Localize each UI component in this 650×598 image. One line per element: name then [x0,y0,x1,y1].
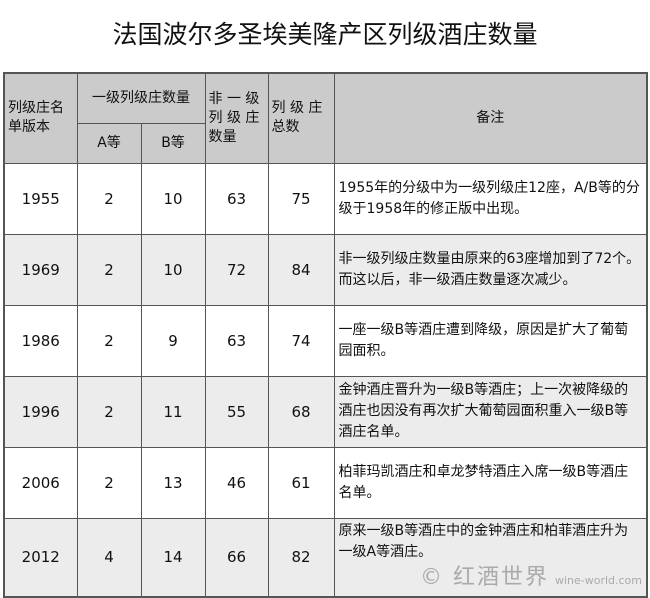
cell-total: 82 [267,517,335,597]
cell-total: 68 [267,375,335,448]
cell-year: 1986 [3,304,78,377]
cell-year: 1955 [3,162,78,235]
header-note: 备注 [333,72,648,164]
cell-total: 61 [267,446,335,519]
header-a: A等 [76,122,142,164]
watermark-en: wine-world.com [554,573,642,587]
header-edition: 列级庄名单版本 [3,72,78,164]
cell-total: 84 [267,233,335,306]
cell-a: 2 [76,233,142,306]
note-text: 原来一级B等酒庄中的金钟酒庄和柏菲酒庄升为一级A等酒庄。 [338,522,629,560]
cell-note: 非一级列级庄数量由原来的63座增加到了72个。而这以后，非一级酒庄数量逐次减少。 [333,233,648,306]
cell-b: 11 [140,375,206,448]
note-text: 非一级列级庄数量由原来的63座增加到了72个。而这以后，非一级酒庄数量逐次减少。 [338,250,641,288]
cell-non-first: 46 [204,446,269,519]
cell-b: 10 [140,162,206,235]
cell-a: 2 [76,375,142,448]
watermark-logo: © 红酒世界 wine-world.com [339,564,642,594]
header-total: 列 级 庄 总数 [267,72,335,164]
cell-b: 9 [140,304,206,377]
cell-note: 原来一级B等酒庄中的金钟酒庄和柏菲酒庄升为一级A等酒庄。 © 红酒世界 wine-w… [333,517,648,597]
header-first-growth: 一级列级庄数量 [76,72,206,124]
header-non-first: 非 一 级 列 级 庄 数量 [204,72,269,164]
cell-non-first: 72 [204,233,269,306]
classification-table: 列级庄名单版本 一级列级庄数量 非 一 级 列 级 庄 数量 列 级 庄 总数 … [3,72,648,598]
cell-total: 74 [267,304,335,377]
table-row: 1969 2 10 72 84 非一级列级庄数量由原来的63座增加到了72个。而这以后，非… [3,233,648,306]
cell-b: 10 [140,233,206,306]
cell-year: 1996 [3,375,78,448]
cell-a: 2 [76,304,142,377]
cell-a: 2 [76,446,142,519]
note-text: 柏菲玛凯酒庄和卓龙梦特酒庄入席一级B等酒庄名单。 [338,463,629,501]
cell-non-first: 63 [204,304,269,377]
table-row: 1955 2 10 63 75 1955年的分级中为一级列级庄12座，A/B等的分级于19… [3,162,648,235]
note-text: 1955年的分级中为一级列级庄12座，A/B等的分级于1958年的修正版中出现。 [338,179,640,217]
note-text: 一座一级B等酒庄遭到降级，原因是扩大了葡萄园面积。 [338,321,629,359]
cell-a: 2 [76,162,142,235]
cell-b: 13 [140,446,206,519]
table-row: 1996 2 11 55 68 金钟酒庄晋升为一级B等酒庄；上一次被降级的酒庄也因没有再次… [3,375,648,448]
cell-note: 1955年的分级中为一级列级庄12座，A/B等的分级于1958年的修正版中出现。 [333,162,648,235]
cell-note: 柏菲玛凯酒庄和卓龙梦特酒庄入席一级B等酒庄名单。 [333,446,648,519]
cell-non-first: 63 [204,162,269,235]
table-row: 1986 2 9 63 74 一座一级B等酒庄遭到降级，原因是扩大了葡萄园面积。 [3,304,648,377]
cell-a: 4 [76,517,142,597]
note-text: 金钟酒庄晋升为一级B等酒庄；上一次被降级的酒庄也因没有再次扩大葡萄园面积重入一级… [338,382,629,440]
cell-non-first: 66 [204,517,269,597]
cell-year: 2006 [3,446,78,519]
header-b: B等 [140,122,206,164]
cell-b: 14 [140,517,206,597]
cell-note: 一座一级B等酒庄遭到降级，原因是扩大了葡萄园面积。 [333,304,648,377]
cell-note: 金钟酒庄晋升为一级B等酒庄；上一次被降级的酒庄也因没有再次扩大葡萄园面积重入一级… [333,375,648,448]
cell-total: 75 [267,162,335,235]
page-title: 法国波尔多圣埃美隆产区列级酒庄数量 [112,20,538,49]
watermark-cn: © 红酒世界 [419,564,549,590]
cell-non-first: 55 [204,375,269,448]
table-row: 2006 2 13 46 61 柏菲玛凯酒庄和卓龙梦特酒庄入席一级B等酒庄名单。 [3,446,648,519]
cell-year: 1969 [3,233,78,306]
table-row: 2012 4 14 66 82 原来一级B等酒庄中的金钟酒庄和柏菲酒庄升为一级A等酒庄。 ©… [3,517,648,597]
cell-year: 2012 [3,517,78,597]
